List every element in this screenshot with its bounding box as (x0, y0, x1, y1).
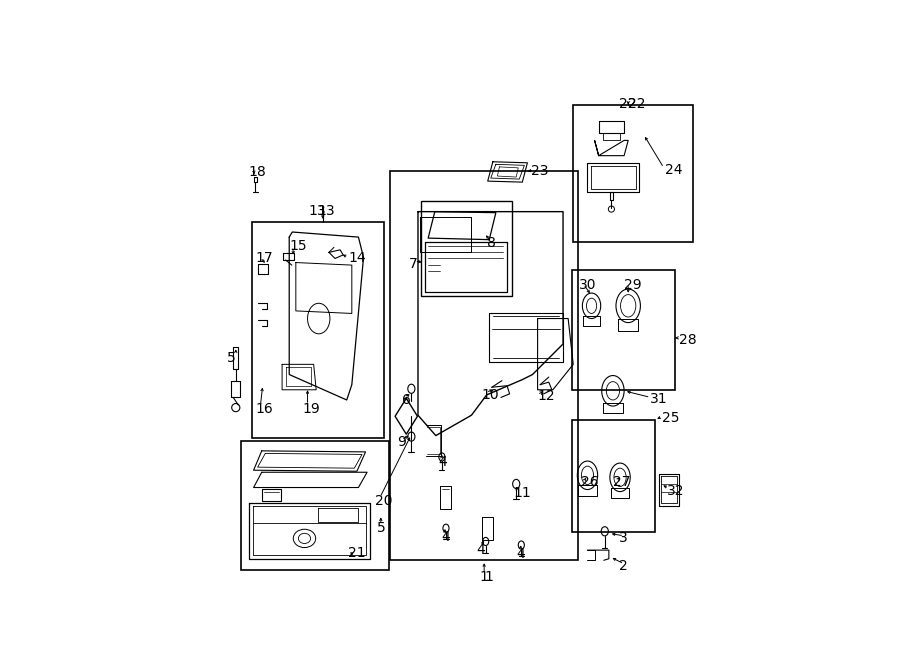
Text: 1: 1 (480, 570, 489, 584)
Text: 8: 8 (487, 236, 496, 251)
Text: 11: 11 (513, 486, 531, 500)
Bar (420, 202, 512, 295)
Text: 9: 9 (397, 435, 406, 449)
Text: 29: 29 (624, 278, 642, 292)
Text: 5: 5 (227, 351, 236, 366)
Text: 13: 13 (318, 204, 336, 217)
Bar (573, 105, 693, 242)
Text: 13: 13 (309, 204, 327, 217)
Text: 15: 15 (289, 239, 307, 253)
Text: 19: 19 (302, 402, 320, 416)
Bar (572, 270, 675, 390)
Text: 14: 14 (348, 251, 366, 266)
Text: 22: 22 (628, 97, 645, 111)
Text: 12: 12 (537, 389, 555, 403)
Text: 17: 17 (256, 251, 274, 266)
Bar (572, 420, 654, 532)
Text: 26: 26 (580, 475, 598, 489)
Bar (241, 441, 389, 570)
Text: 28: 28 (680, 333, 697, 347)
Text: 4: 4 (438, 455, 447, 469)
Text: 10: 10 (482, 388, 500, 402)
Text: 20: 20 (374, 494, 392, 508)
Text: 2: 2 (619, 559, 628, 573)
Text: 1: 1 (484, 570, 493, 584)
Text: 21: 21 (348, 546, 366, 560)
Text: 3: 3 (619, 531, 628, 545)
Text: 4: 4 (441, 530, 450, 545)
Text: 18: 18 (248, 165, 266, 179)
Text: 32: 32 (668, 484, 685, 498)
Text: 4: 4 (476, 543, 485, 557)
Bar (252, 222, 384, 438)
Text: 5: 5 (377, 522, 385, 535)
Text: 24: 24 (665, 163, 682, 177)
Text: 22: 22 (619, 97, 637, 111)
Text: 23: 23 (532, 164, 549, 178)
Text: 30: 30 (580, 278, 597, 292)
Text: 31: 31 (650, 392, 667, 406)
Bar (390, 171, 579, 561)
Text: 25: 25 (662, 410, 680, 425)
Text: 4: 4 (517, 547, 525, 561)
Text: 16: 16 (256, 402, 274, 416)
Text: 27: 27 (613, 475, 630, 489)
Text: 6: 6 (402, 393, 411, 407)
Text: 7: 7 (410, 256, 418, 270)
